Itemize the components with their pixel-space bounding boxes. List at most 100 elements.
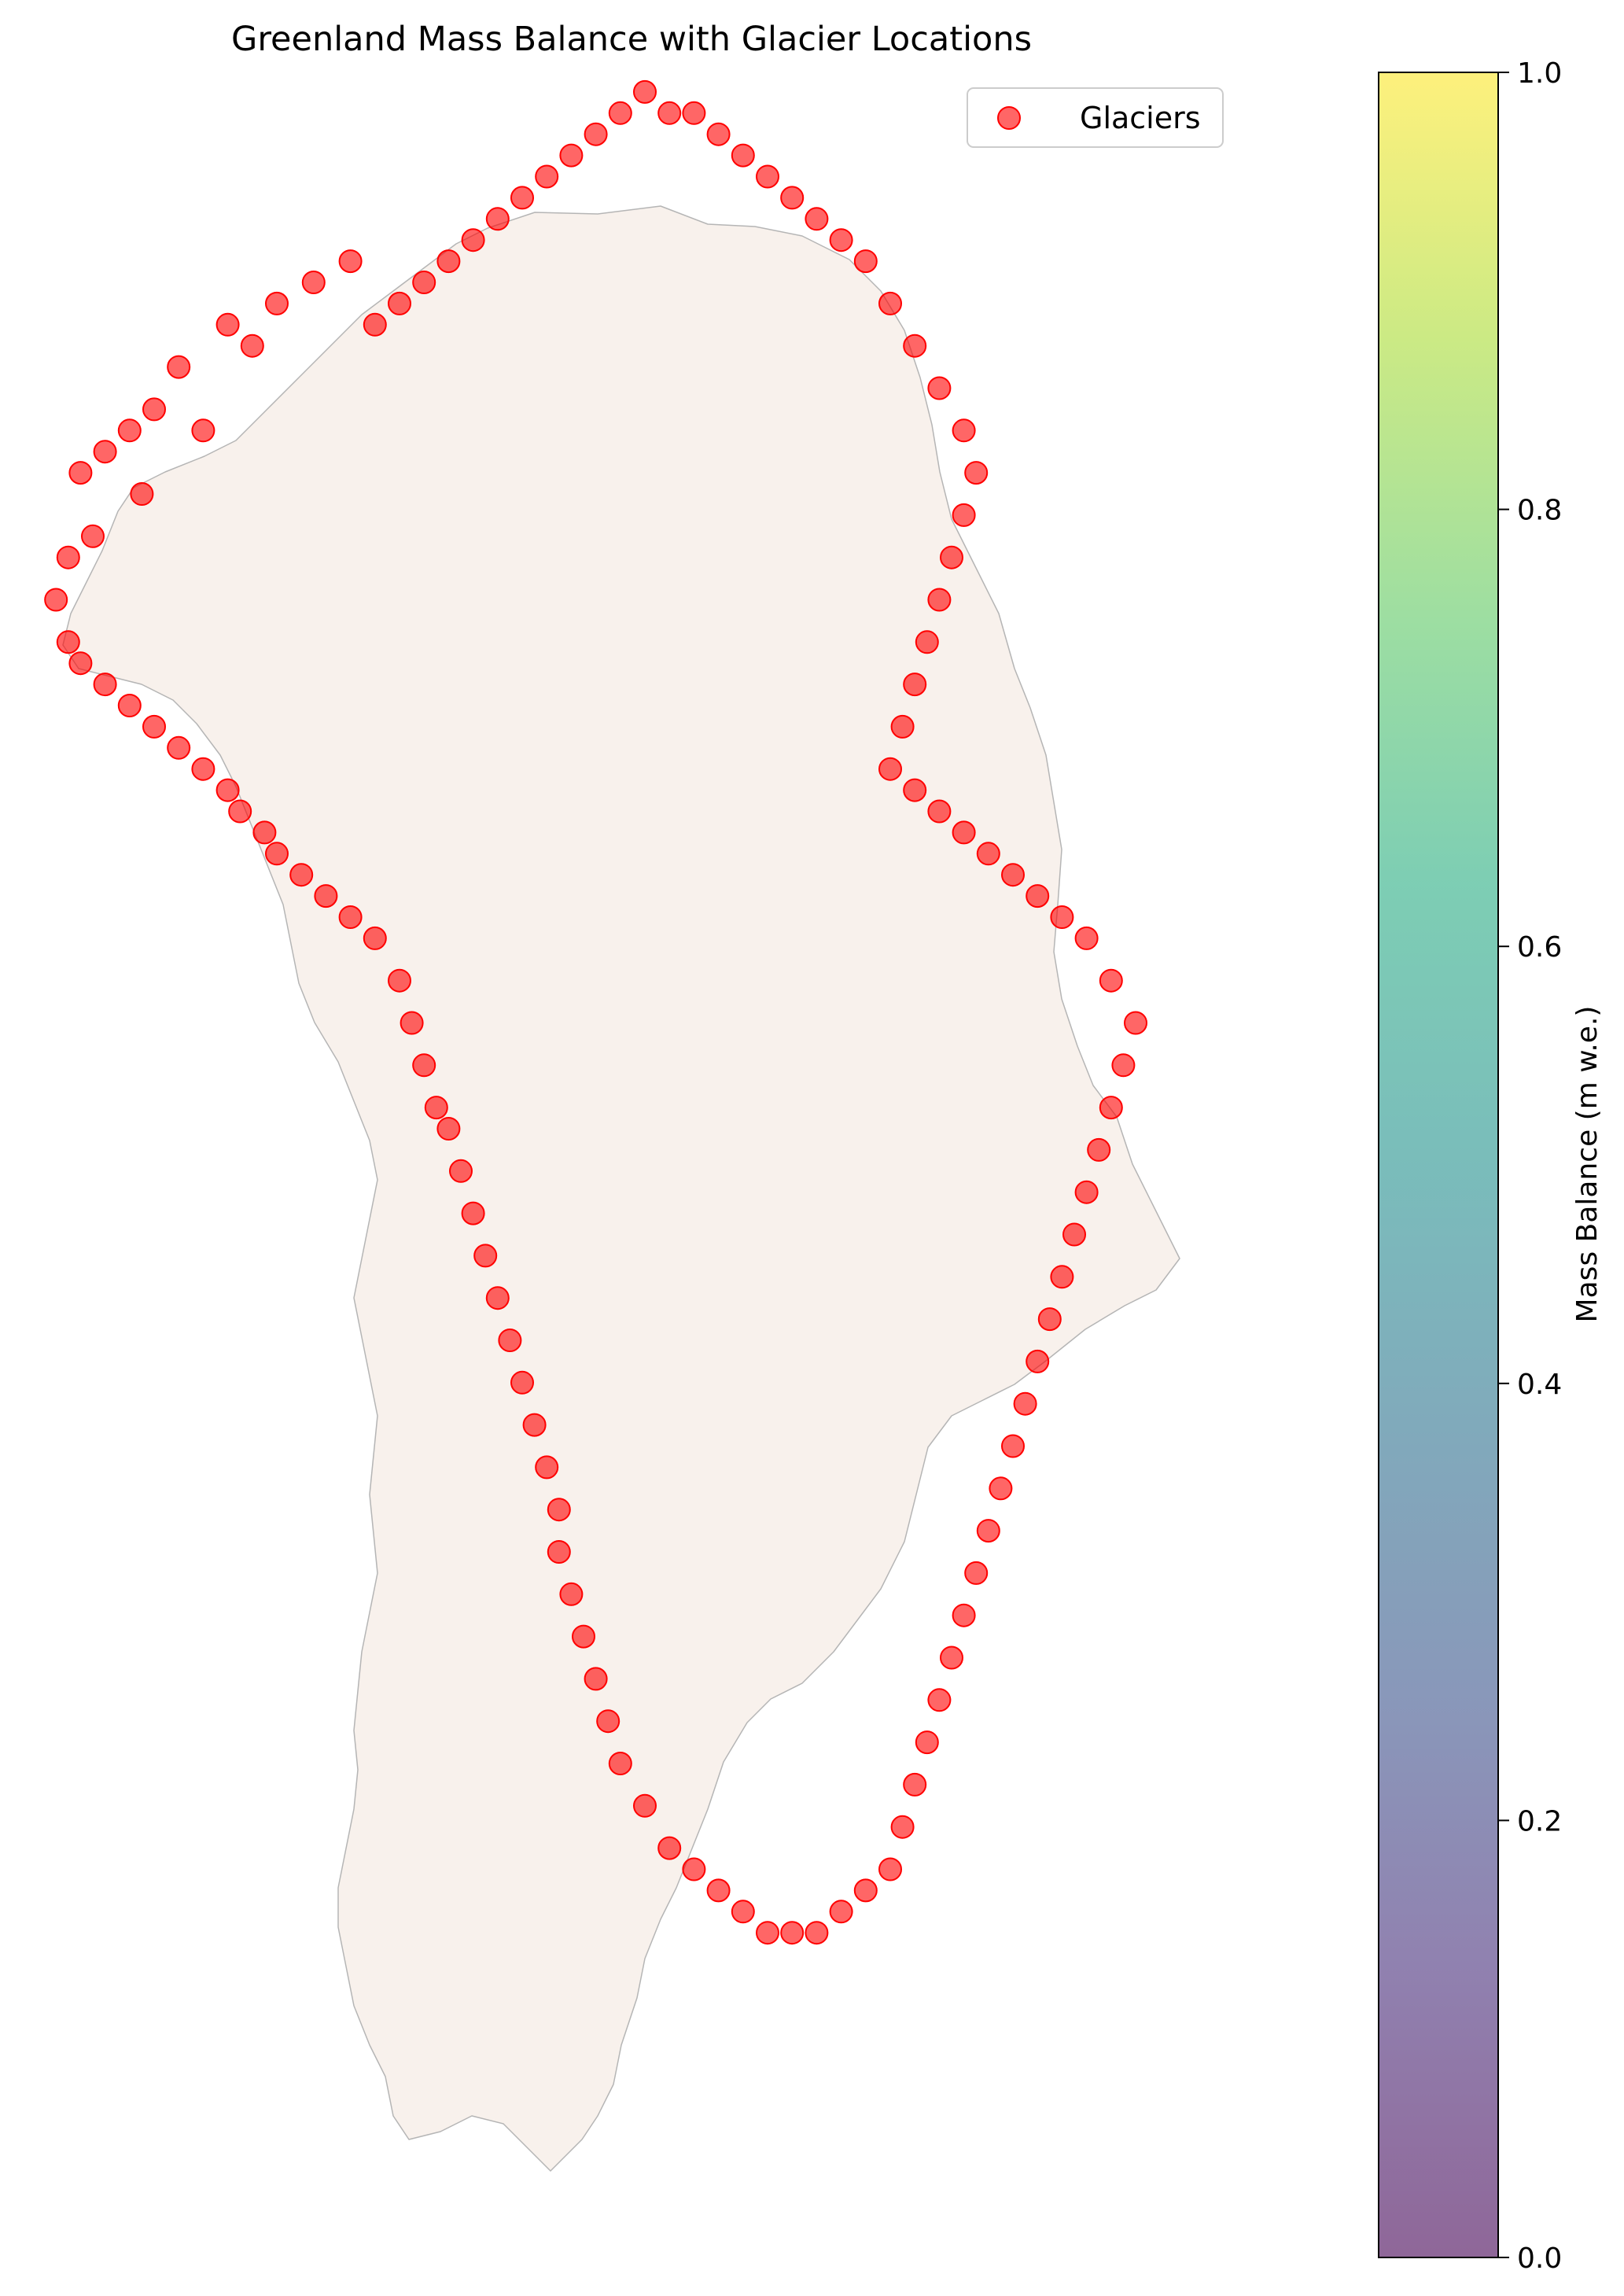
glacier-marker [449,1159,473,1183]
glacier-marker [976,1519,1000,1543]
glacier-marker [547,1498,571,1522]
glacier-marker [68,461,93,485]
glacier-marker [584,1667,608,1691]
glacier-marker [93,673,117,697]
glacier-marker [989,1476,1013,1501]
glacier-marker [964,1561,989,1585]
glacier-marker [1124,1011,1147,1035]
glacier-marker [68,651,93,676]
glacier-marker [976,842,1000,866]
ice-sheet [62,205,1180,2172]
colorbar-tick-label: 0.8 [1517,495,1562,527]
glacier-marker [228,799,252,824]
colorbar-tick-label: 0.2 [1517,1805,1562,1837]
glacier-marker [1099,1096,1123,1120]
glacier-marker [363,926,387,950]
legend-marker [997,106,1021,130]
glacier-marker [927,588,952,612]
colorbar-gradient [1379,72,1498,2257]
glacier-marker [731,1900,755,1924]
glacier-marker [756,164,779,189]
glacier-marker [1111,1053,1136,1078]
glacier-marker [142,397,166,422]
glacier-marker [805,207,829,231]
glacier-marker [191,418,215,443]
glacier-marker [215,312,240,337]
glacier-marker [510,186,534,210]
glacier-marker [878,1857,902,1881]
glacier-marker [853,1878,878,1903]
glacier-marker [940,1646,963,1670]
glacier-marker [117,694,142,717]
colorbar-tick-label: 0.0 [1517,2243,1562,2275]
glacier-marker [485,207,510,231]
colorbar-frame [1378,72,1499,2258]
glacier-marker [903,334,927,358]
glacier-marker [964,461,989,485]
glacier-marker [1062,1222,1086,1247]
glacier-marker [117,418,142,443]
glacier-marker [596,1709,621,1734]
glacier-marker [388,968,411,993]
glacier-marker [915,1730,939,1755]
glacier-marker [265,842,289,866]
glacier-marker [436,1117,461,1141]
glacier-marker [657,101,682,125]
glacier-marker [829,1900,853,1924]
glacier-marker [572,1624,595,1649]
glacier-marker [1074,1180,1099,1204]
glacier-marker [338,905,363,929]
glacier-marker [878,757,902,781]
glacier-marker [1087,1137,1111,1162]
glacier-marker [780,1921,805,1945]
glacier-marker [952,1603,976,1627]
glacier-marker [215,778,240,802]
glacier-marker [56,630,80,654]
glacier-marker [142,714,166,739]
glacier-marker [1026,884,1050,908]
glacier-marker [461,228,485,252]
glacier-marker [363,312,387,337]
glacier-marker [289,863,314,887]
glacier-marker [952,503,976,527]
glacier-marker [412,271,436,294]
glacier-marker [461,1201,485,1225]
glacier-marker [927,799,952,824]
glacier-marker [301,271,326,294]
glacier-marker [265,291,289,315]
glacier-marker [1001,1434,1025,1458]
glacier-marker [412,1053,436,1078]
glacier-marker [535,164,559,189]
glacier-marker [890,714,915,739]
glacier-marker [952,418,976,443]
glacier-marker [853,249,878,274]
glacier-marker [682,1857,706,1881]
glacier-marker [1099,968,1123,993]
greenland-landmass [62,205,1180,2172]
colorbar: 0.0 0.2 0.4 0.6 0.8 1.0 Mass Balance (m w.e.) [1378,57,1604,2275]
glacier-marker [608,1752,632,1775]
glacier-marker [682,101,706,125]
glacier-marker [657,1836,682,1860]
glacier-marker [584,122,608,146]
glacier-marker [167,735,191,760]
glacier-marker [240,334,264,358]
glacier-marker [633,1793,657,1818]
glacier-marker [903,778,927,802]
glacier-marker [56,545,80,569]
glacier-marker [706,1878,731,1903]
glacier-marker [1026,1349,1050,1373]
glacier-marker [608,101,632,125]
glacier-points [44,79,1147,1945]
colorbar-tick-label: 1.0 [1517,57,1562,90]
glacier-marker [535,1455,559,1480]
glacier-marker [756,1921,779,1945]
colorbar-tick-label: 0.4 [1517,1369,1562,1401]
glacier-marker [485,1286,510,1310]
glacier-marker [731,143,755,168]
glacier-marker [130,482,154,506]
glacier-marker [338,249,363,274]
glacier-marker [940,545,963,569]
glacier-marker [878,291,902,315]
glacier-marker [388,291,411,315]
